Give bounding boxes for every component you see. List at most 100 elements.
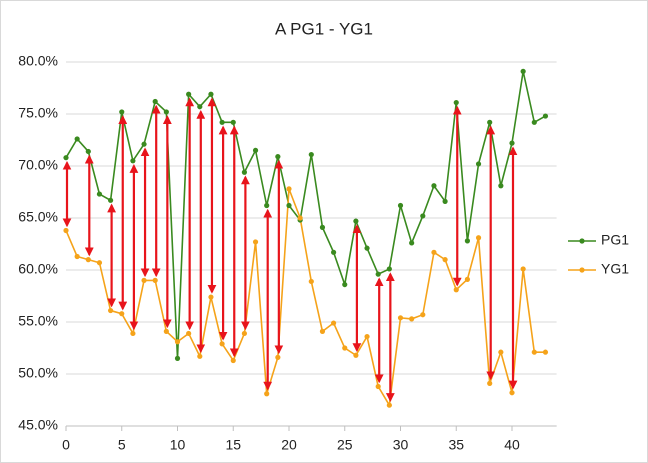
x-tick-label: 25 — [337, 437, 353, 453]
point — [431, 183, 437, 189]
point — [85, 257, 91, 263]
point — [319, 224, 326, 230]
point — [464, 276, 470, 282]
point — [241, 169, 247, 175]
point — [252, 239, 259, 245]
point — [509, 140, 515, 146]
point — [342, 281, 348, 288]
point — [96, 260, 103, 266]
point — [319, 328, 326, 334]
point — [230, 357, 236, 364]
point — [197, 353, 203, 359]
point — [364, 333, 370, 340]
point — [252, 147, 259, 153]
point — [108, 197, 114, 203]
point — [475, 235, 482, 241]
point — [520, 68, 526, 74]
y-tick-label: 80.0% — [18, 53, 58, 69]
point — [208, 91, 214, 97]
point — [275, 354, 281, 360]
x-tick-label: 5 — [118, 437, 126, 453]
x-tick-label: 30 — [393, 437, 409, 453]
point — [119, 109, 125, 115]
point — [386, 266, 392, 272]
point — [141, 277, 147, 283]
point — [420, 213, 426, 219]
point — [286, 202, 292, 209]
point — [163, 328, 169, 334]
point — [219, 119, 225, 125]
point — [464, 238, 470, 244]
point — [375, 271, 381, 277]
chart-title: A PG1 - YG1 — [275, 19, 373, 38]
y-tick-label: 55.0% — [18, 313, 58, 329]
point — [74, 136, 80, 142]
point — [297, 215, 303, 221]
point — [498, 349, 504, 355]
point — [531, 119, 537, 125]
point — [308, 151, 314, 158]
point — [152, 98, 158, 105]
point — [63, 227, 69, 234]
point — [542, 349, 549, 355]
point — [487, 119, 493, 125]
point — [531, 349, 537, 355]
y-tick-label: 60.0% — [18, 261, 58, 277]
x-tick-label: 20 — [281, 437, 297, 453]
point — [264, 391, 270, 397]
point — [230, 119, 236, 125]
point — [96, 191, 103, 197]
y-tick-label: 50.0% — [18, 365, 58, 381]
point — [141, 141, 147, 147]
point — [453, 287, 459, 293]
point — [130, 158, 136, 164]
point — [342, 345, 348, 351]
point — [386, 402, 392, 408]
point — [475, 161, 482, 167]
point — [375, 383, 381, 390]
point — [409, 316, 415, 322]
point — [453, 99, 459, 106]
point — [286, 186, 292, 192]
point — [397, 202, 404, 209]
point — [108, 307, 114, 314]
point — [420, 312, 426, 318]
point — [353, 352, 359, 358]
x-tick-label: 40 — [504, 437, 520, 453]
point — [331, 320, 337, 326]
point — [331, 249, 337, 255]
point — [308, 278, 314, 285]
y-tick-label: 45.0% — [18, 417, 58, 433]
point — [208, 294, 214, 300]
point — [275, 154, 281, 160]
point — [130, 330, 136, 337]
point — [364, 245, 370, 251]
point — [397, 315, 404, 321]
point — [174, 339, 181, 345]
point — [186, 91, 192, 97]
point — [152, 277, 158, 283]
legend-label: YG1 — [601, 261, 629, 277]
point — [442, 257, 448, 263]
point — [219, 341, 225, 347]
y-tick-label: 70.0% — [18, 157, 58, 173]
point — [409, 240, 415, 246]
series-line — [65, 71, 546, 359]
point — [186, 330, 192, 337]
point — [63, 155, 69, 161]
point — [197, 104, 203, 110]
x-tick-label: 10 — [170, 437, 186, 453]
point — [442, 198, 448, 204]
point — [264, 202, 270, 209]
x-tick-label: 35 — [448, 437, 464, 453]
point — [431, 249, 437, 255]
point — [85, 148, 91, 155]
point — [509, 390, 515, 396]
point — [498, 183, 504, 189]
y-tick-label: 65.0% — [18, 209, 58, 225]
point — [74, 253, 80, 260]
x-tick-label: 15 — [225, 437, 241, 453]
point — [119, 311, 125, 317]
legend-label: PG1 — [601, 232, 629, 248]
